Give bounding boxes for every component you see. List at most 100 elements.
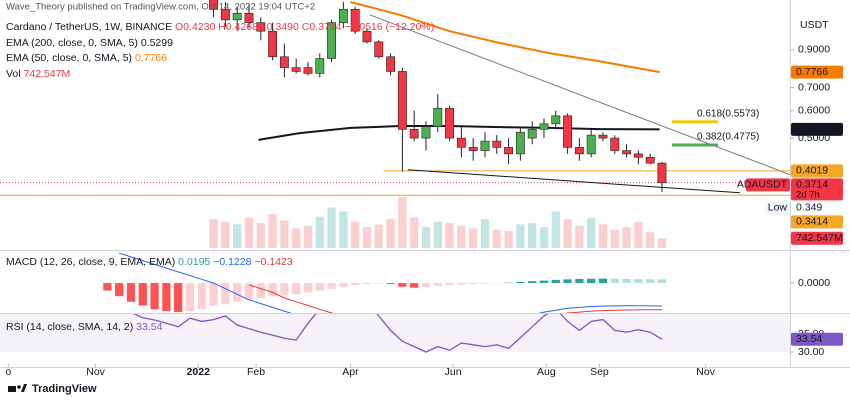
candle-body	[256, 22, 266, 32]
trendline	[407, 169, 740, 194]
tag-label: ADAUSDT	[737, 179, 788, 191]
macd-histogram-bar	[374, 283, 383, 284]
macd-histogram-bar	[634, 279, 643, 284]
candle-body	[279, 56, 289, 68]
candle-body	[421, 126, 431, 139]
candle-body	[220, 9, 230, 21]
candle-body	[268, 30, 278, 58]
macd-histogram-bar	[657, 279, 667, 284]
fib-label: 0.382(0.4775)	[697, 132, 759, 143]
macd-histogram-bar	[421, 283, 431, 287]
macd-legend: MACD (12, 26, close, 9, EMA, EMA) 0.0195…	[6, 256, 293, 268]
candle-body	[291, 67, 301, 72]
volume-bar	[280, 220, 289, 248]
footer-text: TradingView	[32, 383, 97, 395]
macd-histogram-bar	[351, 283, 360, 285]
fib-band	[672, 143, 719, 147]
volume-bar	[256, 223, 265, 248]
volume-bar	[362, 227, 372, 248]
volume-bar	[303, 225, 313, 248]
publisher: Wave_Theory published on TradingView.com…	[6, 2, 315, 13]
macd-histogram-bar	[244, 283, 254, 300]
macd-pane	[103, 252, 667, 313]
price-box-label: 0.3714	[796, 179, 828, 191]
macd-histogram-bar	[174, 283, 183, 313]
volume-bar	[504, 230, 513, 248]
candle-body	[574, 147, 584, 155]
y-tick-label: 0.0000	[798, 277, 830, 289]
macd-title: MACD (12, 26, close, 9, EMA, EMA)	[6, 256, 175, 268]
candle-body	[610, 137, 620, 151]
tag-box	[766, 201, 790, 215]
price-box	[791, 122, 843, 136]
macd-histogram-bar	[610, 278, 619, 284]
volume-bar	[398, 196, 407, 248]
volume-bar	[657, 238, 667, 248]
candle-body	[456, 137, 466, 148]
macd-histogram-bar	[256, 283, 265, 299]
volume-bar	[339, 211, 348, 248]
candle-body	[515, 131, 525, 155]
volume-bar	[386, 219, 395, 248]
macd-histogram-bar	[185, 283, 195, 312]
macd-histogram-bar	[221, 283, 230, 304]
candle-body	[563, 115, 573, 148]
candle-body	[445, 107, 455, 139]
ema50-name: EMA (50, close, 0, SMA, 5)	[6, 52, 132, 64]
price-box	[791, 164, 843, 178]
price-box	[791, 215, 843, 229]
volume-bar	[492, 229, 501, 248]
candle-body	[244, 12, 254, 23]
volume-bar	[539, 227, 549, 248]
volume-name: Vol	[6, 68, 21, 80]
candle-body	[350, 9, 360, 32]
volume-bar	[268, 213, 277, 248]
candle-body	[374, 41, 384, 58]
macd-histogram-bar	[268, 283, 277, 297]
x-tick-label: Apr	[342, 366, 359, 378]
x-tick-label: o	[5, 366, 11, 378]
macd-histogram-bar	[303, 283, 313, 293]
candle-body	[468, 147, 478, 151]
x-tick-label: Aug	[537, 366, 556, 378]
price-box-label: 0.7766	[796, 66, 828, 78]
macd-histogram-bar	[327, 283, 336, 289]
macd-histogram-bar	[115, 283, 124, 297]
candle-body	[303, 67, 313, 74]
y-tick-label: 30.00	[798, 346, 824, 358]
macd-histogram-bar	[162, 283, 171, 312]
macd-histogram-bar	[386, 283, 395, 284]
macd-histogram-bar	[197, 283, 206, 310]
macd-histogram-bar	[445, 283, 454, 285]
macd-histogram-bar	[233, 283, 242, 302]
macd-histogram-bar	[209, 283, 218, 306]
x-tick-label: Feb	[247, 366, 265, 378]
macd-line	[119, 252, 663, 313]
volume-bar	[457, 225, 466, 248]
y-tick-label: 0.6000	[798, 105, 830, 117]
logo-part	[8, 386, 16, 392]
ema200-value: 0.5299	[141, 37, 173, 49]
volume-bar	[622, 227, 631, 248]
volume-bar	[551, 211, 560, 248]
rsi-box	[791, 332, 843, 346]
volume-bar	[374, 224, 383, 248]
volume-bar	[433, 221, 442, 248]
macd-histogram-bar	[339, 283, 348, 287]
macd-histogram-bar	[575, 278, 584, 284]
ema50-legend: EMA (50, close, 0, SMA, 5) 0.7766	[6, 52, 167, 64]
ema-line	[350, 1, 660, 74]
signal-value: −0.1423	[254, 256, 292, 268]
price-box	[791, 201, 843, 215]
macd-histogram-bar	[150, 283, 159, 310]
candle-body	[492, 140, 502, 148]
logo-part	[17, 385, 21, 389]
candle-body	[397, 71, 407, 130]
x-tick-label: Jun	[445, 366, 462, 378]
x-tick-label: 2022	[187, 366, 211, 378]
macd-histogram-bar	[138, 283, 147, 306]
candle-body	[633, 153, 643, 158]
rsi-title: RSI (14, close, SMA, 14, 2)	[6, 321, 133, 333]
volume-bar	[315, 216, 324, 248]
